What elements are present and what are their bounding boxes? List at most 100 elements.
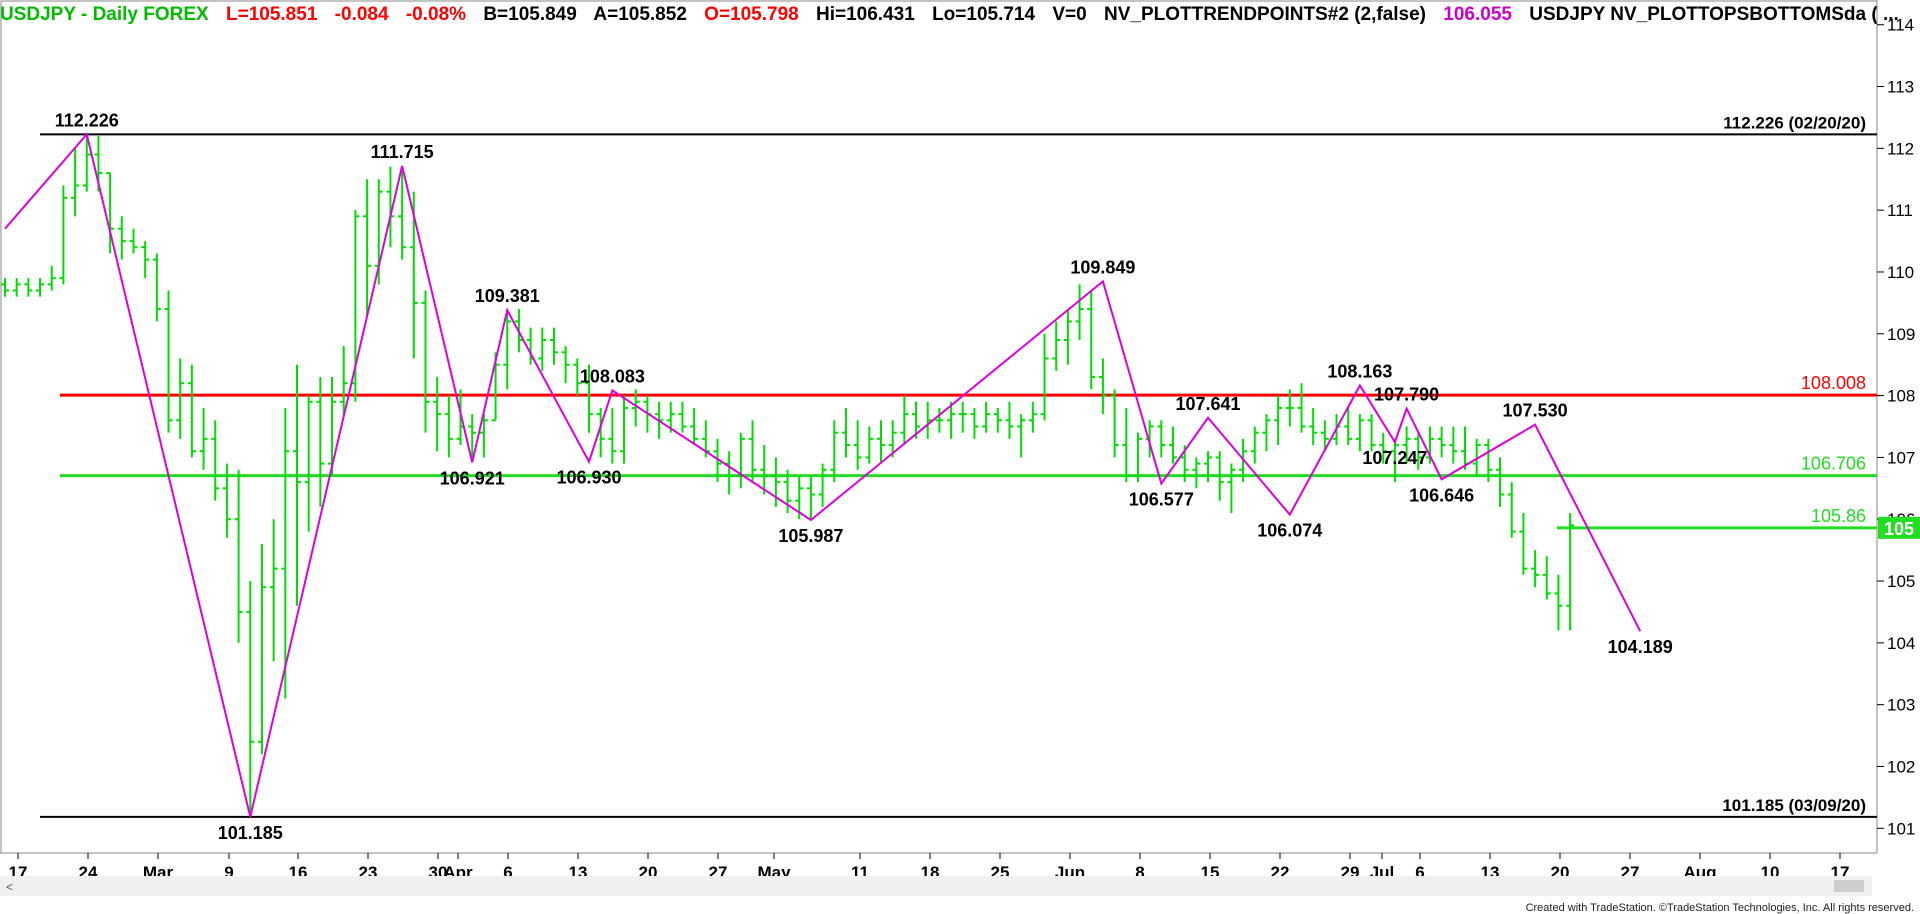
ohlc-bar	[1110, 389, 1119, 458]
ohlc-bar	[281, 407, 290, 699]
ohlc-bar	[1437, 426, 1446, 458]
ohlc-bar	[1098, 358, 1107, 415]
pivot-label: 105.987	[778, 526, 843, 546]
ohlc-bar	[690, 407, 699, 446]
ohlc-bar	[293, 364, 301, 606]
ohlc-bar	[24, 278, 33, 297]
last-price: L=105.851	[226, 4, 318, 25]
high-price: Hi=106.431	[816, 4, 915, 25]
ohlc-bar	[549, 327, 558, 365]
pivot-label: 107.530	[1503, 401, 1568, 421]
ohlc-bar	[328, 377, 337, 476]
ohlc-bar	[1063, 309, 1072, 365]
ohlc-bar	[117, 216, 126, 260]
y-tick-label: 103	[1887, 696, 1915, 715]
ohlc-bar	[1566, 513, 1575, 631]
ohlc-bar	[1484, 438, 1493, 483]
y-tick-label: 104	[1887, 634, 1915, 653]
bid-price: B=105.849	[483, 4, 577, 25]
y-tick-label: 114	[1887, 16, 1914, 35]
scroll-left-icon[interactable]: <	[6, 880, 13, 894]
pivot-label: 109.849	[1070, 257, 1135, 277]
y-tick-label: 112	[1887, 139, 1914, 158]
ohlc-bar	[421, 290, 430, 433]
horizontal-scrollbar[interactable]: <	[0, 876, 1872, 896]
pivot-label: 108.083	[580, 366, 645, 386]
ohlc-bar	[830, 420, 839, 483]
scrollbar-track[interactable]	[0, 876, 1872, 896]
y-axis: 1011021031041051061071081091101111121131…	[1877, 16, 1920, 838]
ohlc-bar	[1542, 556, 1551, 600]
ohlc-bar	[596, 407, 605, 458]
pivot-label: 106.646	[1409, 485, 1474, 505]
pivot-label: 109.381	[475, 286, 540, 306]
ohlc-bar	[1250, 426, 1259, 464]
ohlc-bar	[1390, 438, 1399, 483]
ohlc-bar	[1355, 414, 1364, 452]
pivot-label: 107.641	[1176, 394, 1241, 414]
ohlc-bar	[573, 358, 582, 396]
ohlc-bar	[912, 401, 921, 439]
y-tick-label: 111	[1887, 201, 1913, 220]
ohlc-bar	[36, 278, 45, 297]
volume: V=0	[1052, 4, 1087, 25]
ohlc-bar	[877, 420, 885, 464]
pivot-label: 106.921	[440, 468, 505, 488]
ohlc-bar	[1507, 482, 1516, 538]
ohlc-bar	[1017, 414, 1026, 458]
open-price: O=105.798	[704, 4, 799, 25]
ask-price: A=105.852	[593, 4, 687, 25]
y-tick-label: 102	[1887, 757, 1915, 776]
ohlc-bar	[398, 166, 407, 260]
pivot-label: 107.247	[1362, 448, 1427, 468]
ohlc-bar	[1414, 432, 1423, 470]
ohlc-bar	[958, 401, 967, 433]
ohlc-bar	[234, 469, 243, 643]
ohlc-bars	[1, 135, 1575, 816]
ohlc-bar	[316, 377, 325, 507]
pivot-label: 108.163	[1327, 362, 1392, 382]
ohlc-bar	[1157, 420, 1166, 458]
credit-text: Created with TradeStation. ©TradeStation…	[1525, 902, 1914, 914]
ohlc-bar	[1297, 383, 1306, 433]
scrollbar-thumb[interactable]	[1834, 880, 1864, 892]
ohlc-bar	[1519, 513, 1528, 575]
ohlc-bar	[818, 463, 827, 507]
ohlc-bar	[713, 438, 722, 483]
ohlc-bar	[725, 451, 734, 495]
y-tick-label: 109	[1887, 325, 1915, 344]
ohlc-bar	[771, 457, 780, 507]
ohlc-bar	[1204, 451, 1213, 483]
ohlc-bar	[970, 407, 979, 439]
pivot-label: 111.715	[371, 142, 434, 162]
ohlc-bar	[479, 414, 488, 458]
ohlc-bar	[444, 395, 453, 458]
ohlc-bar	[351, 210, 360, 402]
ohlc-bar	[1449, 426, 1458, 464]
ohlc-bar	[152, 253, 161, 322]
y-tick-label: 105	[1887, 572, 1915, 591]
ohlc-bar	[1344, 407, 1353, 446]
level-label: 101.185 (03/09/20)	[1722, 796, 1866, 815]
x-tick-label: 9	[224, 863, 233, 882]
ohlc-bar	[1379, 432, 1388, 464]
ohlc-bar	[269, 519, 278, 662]
ohlc-bar	[246, 581, 255, 816]
y-tick-label: 110	[1887, 263, 1914, 282]
ohlc-bar	[585, 364, 593, 433]
ohlc-bar	[433, 377, 442, 452]
low-price: Lo=105.714	[932, 4, 1036, 25]
y-tick-label: 101	[1887, 819, 1915, 838]
ohlc-bar	[71, 148, 80, 217]
y-tick-label: 108	[1887, 387, 1915, 406]
ohlc-bar	[620, 395, 629, 464]
trend-line: 112.226 101.185 111.715 106.921 109.381 106.9…	[4, 110, 1673, 843]
ohlc-bar	[1052, 321, 1061, 371]
pivot-label: 106.074	[1257, 521, 1322, 541]
pivot-label: 106.577	[1129, 490, 1194, 510]
ohlc-bar	[1367, 414, 1376, 452]
ohlc-bar	[1309, 407, 1318, 446]
ohlc-bar	[853, 420, 862, 470]
ohlc-bar	[1215, 451, 1224, 501]
